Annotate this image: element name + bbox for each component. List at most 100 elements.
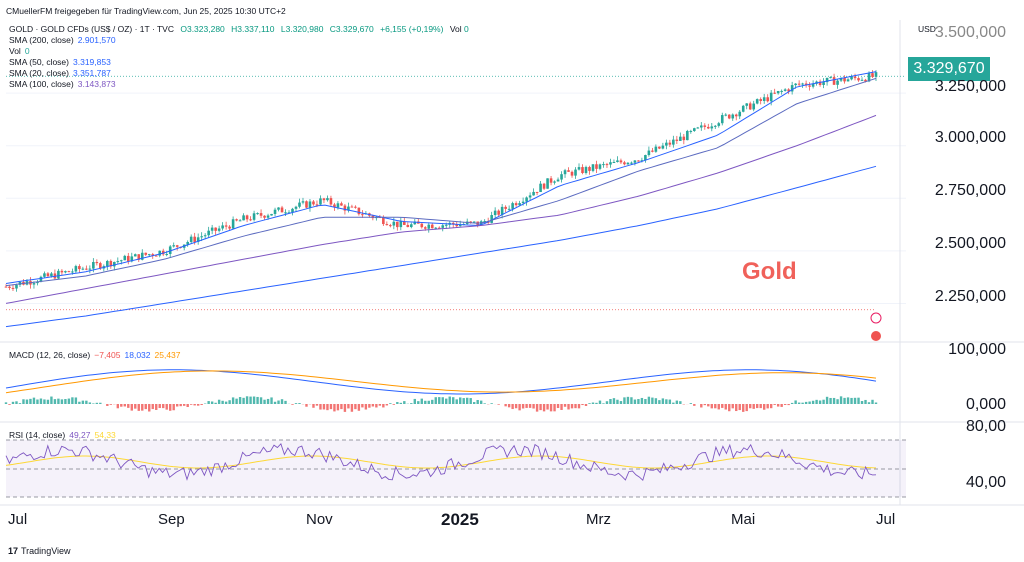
candle-body (843, 77, 846, 82)
candle-body (871, 73, 874, 77)
legend-sma50[interactable]: SMA (50, close) 3.319,853 (9, 57, 111, 67)
macd-histogram-bar (721, 404, 724, 408)
macd-histogram-bar (822, 399, 825, 404)
candle-body (759, 99, 762, 101)
candle-body (434, 227, 438, 229)
macd-histogram-bar (8, 404, 11, 405)
macd-histogram-bar (263, 399, 266, 404)
candle-body (333, 204, 336, 208)
candle-body (717, 123, 721, 126)
candle-body (270, 213, 273, 216)
macd-histogram-bar (707, 404, 710, 407)
candle-body (860, 79, 864, 81)
candle-body (738, 111, 742, 117)
symbol-line: GOLD · GOLD CFDs (US$ / OZ) · 1T · TVC O… (9, 24, 469, 34)
candle-body (469, 221, 472, 223)
candle-body (549, 178, 553, 183)
macd-histogram-bar (403, 401, 406, 404)
tradingview-logo[interactable]: 17 TradingView (8, 546, 71, 556)
candle-body (647, 150, 651, 156)
x-tick-jul: Jul (8, 511, 28, 528)
candle-body (137, 254, 141, 260)
macd-histogram-bar (385, 404, 389, 406)
candle-body (430, 224, 434, 229)
rsi-legend[interactable]: RSI (14, close) 49,27 54,33 (9, 430, 116, 440)
macd-histogram-bar (518, 404, 521, 411)
macd-legend[interactable]: MACD (12, 26, close) −7,405 18,032 25,437 (9, 350, 181, 360)
macd-histogram-bar (312, 404, 315, 408)
candle-body (832, 77, 836, 85)
candle-body (706, 126, 710, 129)
candle-body (864, 79, 867, 82)
macd-histogram-bar (448, 396, 451, 404)
macd-histogram-bar (78, 401, 81, 404)
candle-body (528, 195, 532, 198)
candle-body (340, 203, 343, 206)
macd-histogram-bar (238, 397, 242, 404)
x-tick-mai: Mai (731, 511, 756, 528)
candle-body (252, 213, 256, 220)
candle-body (668, 142, 672, 145)
macd-histogram-bar (420, 398, 423, 404)
macd-histogram-bar (504, 404, 507, 407)
rsi-tick-40: 40,00 (965, 474, 1006, 491)
macd-histogram-bar (249, 396, 252, 404)
macd-histogram-bar (116, 404, 120, 409)
candle-body (654, 146, 658, 152)
candle-body (532, 191, 535, 196)
macd-histogram-bar (731, 404, 734, 409)
macd-histogram-bar (169, 404, 172, 411)
candle-body (322, 198, 326, 201)
macd-histogram-bar (4, 402, 8, 404)
candle-body (214, 227, 217, 231)
change-value: +6,155 (+0,19%) (380, 24, 444, 34)
candle-body (396, 221, 399, 228)
macd-histogram-bar (92, 403, 95, 404)
macd-histogram-bar (832, 397, 836, 404)
legend-sma200[interactable]: SMA (200, close) 2.901,570 (9, 35, 116, 45)
legend-sma100[interactable]: SMA (100, close) 3.143,873 (9, 79, 116, 89)
macd-histogram-bar (728, 404, 731, 412)
macd-histogram-bar (431, 399, 434, 404)
candle-body (682, 136, 686, 141)
macd-histogram-bar (570, 404, 574, 409)
macd-histogram-bar (196, 404, 200, 406)
candle-body (175, 245, 179, 247)
macd-histogram-bar (29, 398, 32, 404)
macd-histogram-bar (633, 399, 637, 404)
macd-histogram-bar (507, 404, 511, 408)
macd-histogram-bar (88, 402, 92, 404)
candle-body (291, 208, 294, 213)
macd-signal-line (5, 370, 877, 394)
legend-vol[interactable]: Vol 0 (9, 46, 30, 56)
candle-body (203, 235, 207, 237)
candle-body (95, 261, 99, 264)
candle-body (329, 198, 333, 205)
macd-histogram-bar (679, 401, 682, 404)
macd-histogram-bar (647, 396, 651, 404)
candle-body (259, 213, 263, 216)
macd-histogram-bar (15, 401, 18, 404)
macd-histogram-bar (801, 402, 804, 404)
macd-histogram-bar (217, 399, 221, 404)
candle-body (60, 270, 64, 273)
macd-histogram-bar (616, 399, 619, 404)
macd-histogram-bar (591, 402, 595, 404)
candle-body (357, 207, 361, 215)
price-tick-2250: 2.250,000 (934, 288, 1006, 305)
macd-histogram-bar (11, 401, 15, 404)
candle-body (57, 270, 60, 279)
symbol-name: GOLD · GOLD CFDs (US$ / OZ) · 1T · TVC (9, 24, 174, 34)
macd-histogram-bar (305, 404, 308, 407)
macd-histogram-bar (350, 404, 354, 412)
candle-body (238, 220, 242, 222)
candle-body (81, 268, 85, 270)
macd-histogram-bar (703, 404, 706, 406)
candle-body (504, 206, 507, 209)
candle-body (724, 114, 728, 116)
macd-histogram-bar (787, 404, 790, 406)
candle-body (437, 227, 441, 229)
macd-histogram-bar (193, 404, 196, 406)
macd-histogram-bar (769, 404, 773, 409)
legend-sma20[interactable]: SMA (20, close) 3.351,787 (9, 68, 111, 78)
